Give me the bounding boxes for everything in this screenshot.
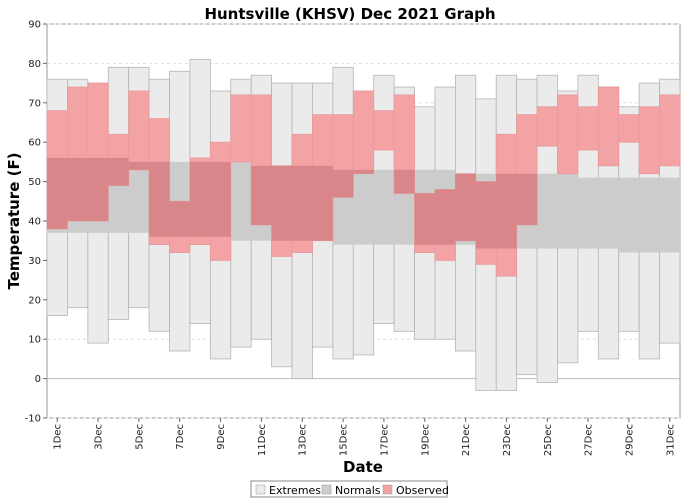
- x-tick-label: 3Dec: [94, 424, 105, 450]
- observed-bar: [536, 106, 558, 147]
- x-tick-label: 1Dec: [53, 424, 64, 450]
- observed-normals-overlap-bar: [434, 189, 456, 245]
- normals-bar: [577, 177, 599, 249]
- x-tick-label: 17Dec: [379, 424, 390, 456]
- x-tick-label: 5Dec: [134, 424, 145, 450]
- observed-normals-overlap-bar: [292, 165, 313, 241]
- legend: Extremes Normals Observed: [250, 480, 449, 498]
- x-tick-label: 15Dec: [339, 424, 350, 456]
- observed-normals-overlap-bar: [251, 165, 272, 225]
- observed-normals-overlap-bar: [353, 169, 374, 174]
- legend-frame: [250, 480, 448, 498]
- normals-bar: [659, 177, 680, 253]
- observed-normals-overlap-bar: [108, 157, 129, 186]
- y-axis-label: Temperature (F): [5, 152, 23, 289]
- observed-bar: [577, 106, 599, 151]
- x-axis-label: Date: [343, 458, 383, 476]
- observed-bar: [597, 86, 620, 167]
- normals-bar: [373, 169, 395, 245]
- x-tick-label: 9Dec: [216, 424, 227, 450]
- observed-normals-overlap-bar: [210, 161, 231, 237]
- y-tick-label: 10: [28, 335, 41, 346]
- observed-normals-overlap-bar: [47, 157, 68, 229]
- x-tick-label: 31Dec: [665, 424, 676, 456]
- x-tick-label: 21Dec: [461, 424, 472, 456]
- y-axis-ticks: -10 0 10 20 30 40 50 60 70 80 90: [25, 20, 47, 425]
- x-tick-label: 7Dec: [175, 424, 186, 450]
- observed-normals-overlap-bar: [169, 201, 190, 237]
- normals-bar: [537, 173, 558, 249]
- y-tick-label: 50: [28, 177, 41, 188]
- legend-label-normals: Normals: [335, 484, 381, 497]
- observed-bar: [659, 94, 681, 167]
- y-tick-label: 80: [28, 59, 41, 70]
- y-tick-label: 30: [28, 256, 41, 267]
- y-tick-label: 20: [28, 295, 41, 306]
- legend-swatch-observed: [382, 484, 393, 495]
- observed-normals-overlap-bar: [414, 193, 435, 245]
- x-tick-label: 25Dec: [543, 424, 554, 456]
- x-axis-ticks: 1Dec 3Dec 5Dec 7Dec 9Dec 11Dec 13Dec 15Dec 17Dec…: [53, 418, 676, 456]
- y-tick-label: 60: [28, 138, 41, 149]
- x-tick-label: 27Dec: [584, 424, 595, 456]
- y-tick-label: 90: [28, 20, 41, 31]
- normals-bar: [639, 177, 660, 253]
- observed-normals-overlap-bar: [189, 161, 211, 237]
- normals-bar: [618, 177, 640, 253]
- x-tick-label: 23Dec: [502, 424, 513, 456]
- normals-bar: [557, 173, 578, 249]
- observed-normals-overlap: [47, 157, 538, 249]
- observed-normals-overlap-bar: [149, 161, 170, 237]
- x-tick-label: 13Dec: [298, 424, 309, 456]
- legend-swatch-extremes: [255, 484, 266, 495]
- observed-bar: [352, 90, 375, 175]
- observed-bar: [230, 94, 252, 163]
- legend-label-extremes: Extremes: [269, 484, 321, 497]
- normals-bar: [598, 177, 619, 249]
- observed-normals-overlap-bar: [312, 165, 333, 241]
- x-tick-label: 29Dec: [624, 424, 635, 456]
- normals-bar: [128, 161, 150, 233]
- observed-bar: [128, 90, 150, 171]
- legend-swatch-normals: [321, 484, 332, 495]
- observed-bar: [373, 110, 395, 151]
- observed-normals-overlap-bar: [455, 173, 476, 241]
- y-tick-label: 40: [28, 217, 41, 228]
- x-tick-label: 19Dec: [420, 424, 431, 456]
- y-tick-label: -10: [25, 414, 41, 425]
- legend-label-observed: Observed: [396, 484, 449, 497]
- normals-bar: [230, 161, 252, 241]
- chart-title: Huntsville (KHSV) Dec 2021 Graph: [204, 5, 495, 23]
- y-tick-label: 0: [35, 374, 41, 385]
- normals-bar: [353, 169, 374, 245]
- observed-normals-overlap-bar: [475, 181, 497, 249]
- x-tick-label: 11Dec: [257, 424, 268, 456]
- observed-normals-overlap-bar: [67, 157, 88, 221]
- observed-normals-overlap-bar: [87, 157, 109, 221]
- y-tick-label: 70: [28, 98, 41, 109]
- observed-normals-overlap-bar: [271, 165, 293, 241]
- observed-normals-overlap-bar: [394, 169, 415, 194]
- observed-normals-overlap-bar: [496, 173, 517, 249]
- observed-normals-overlap-bar: [128, 161, 150, 170]
- observed-normals-overlap-bar: [332, 169, 354, 198]
- observed-bar: [638, 106, 660, 175]
- observed-normals-overlap-bar: [516, 173, 538, 225]
- observed-bar: [618, 114, 640, 143]
- observed-bar: [557, 94, 579, 175]
- gridlines: [47, 23, 680, 419]
